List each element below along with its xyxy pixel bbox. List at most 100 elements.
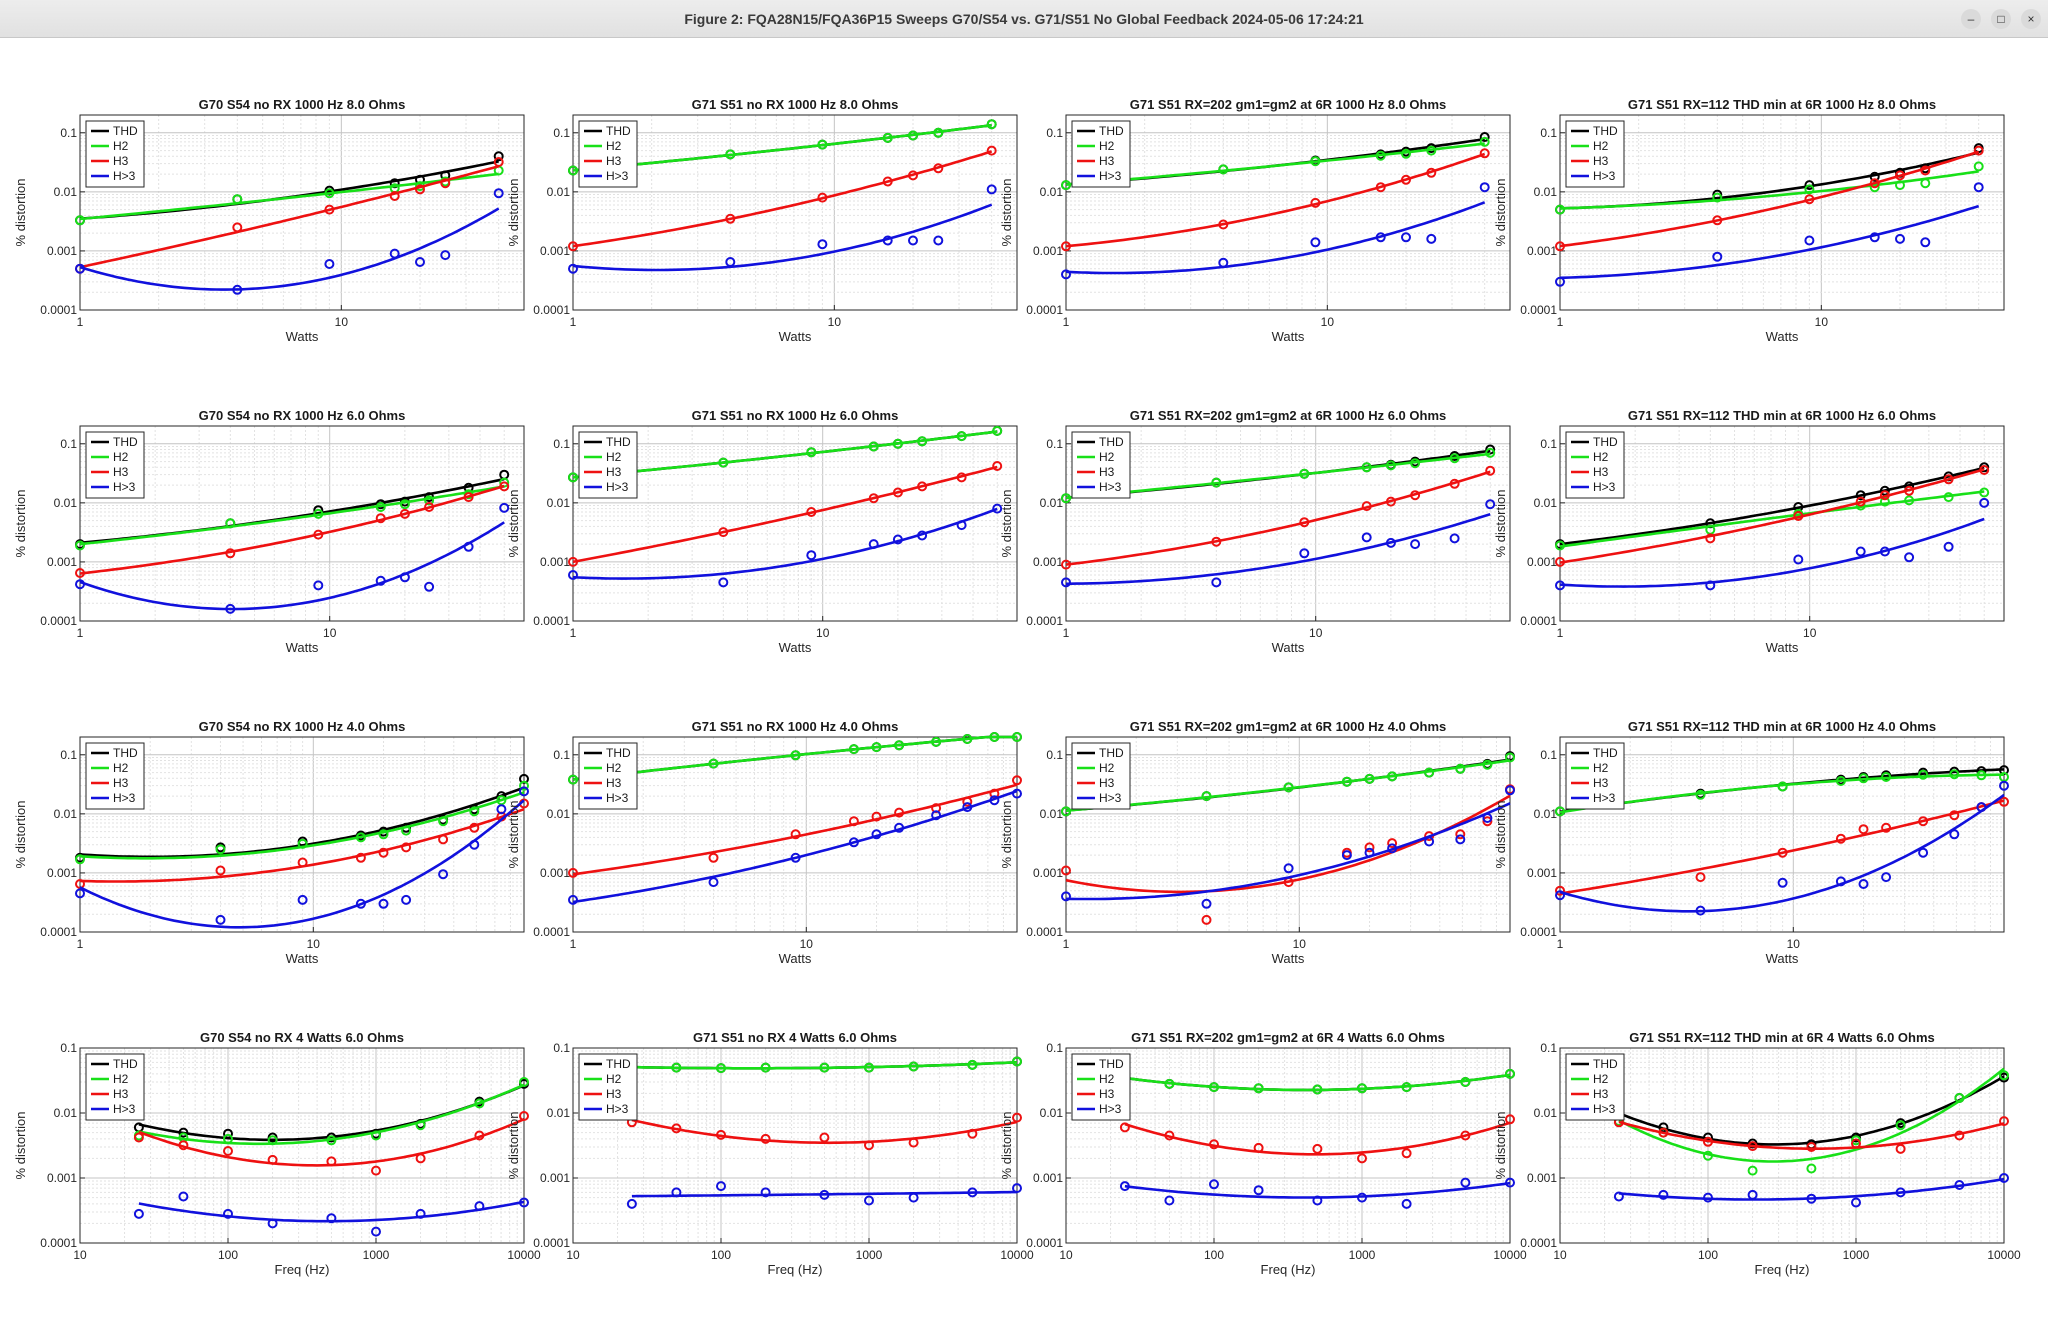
data-point-hgt3 (499, 502, 510, 513)
minimize-icon[interactable]: – (1961, 9, 1981, 29)
data-point-h3 (806, 507, 817, 517)
data-point-hgt3 (1375, 232, 1386, 243)
data-point-hgt3 (806, 550, 817, 561)
data-point-h3 (871, 811, 882, 822)
legend-label-thd: THD (113, 435, 138, 449)
data-point-hgt3 (908, 235, 918, 246)
x-tick-label: 10 (566, 1248, 580, 1262)
plot-title: G71 S51 RX=202 gm1=gm2 at 6R 4 Watts 6.0… (1131, 1030, 1445, 1045)
fit-line-hgt3 (1559, 793, 2005, 913)
legend-label-hgt3: H>3 (113, 480, 136, 494)
legend-label-hgt3: H>3 (1593, 480, 1616, 494)
x-tick-label: 100 (1698, 1248, 1718, 1262)
maximize-icon[interactable]: □ (1991, 9, 2011, 29)
y-tick-label: 0.01 (1040, 1106, 1064, 1120)
data-point-hgt3 (1283, 863, 1294, 874)
data-point-hgt3 (1449, 533, 1460, 544)
data-point-h2 (1703, 1150, 1713, 1161)
data-point-h2 (1401, 1082, 1412, 1093)
y-tick-label: 0.1 (1046, 748, 1063, 762)
data-point-hgt3 (1555, 890, 1565, 901)
x-tick-label: 1 (1557, 626, 1564, 640)
window-title: Figure 2: FQA28N15/FQA36P15 Sweeps G70/S… (684, 11, 1364, 27)
data-point-h2 (1555, 204, 1565, 215)
data-point-h3 (671, 1123, 682, 1134)
data-point-h2 (1895, 180, 1905, 191)
data-point-h3 (1869, 178, 1880, 189)
data-point-h2 (1061, 493, 1071, 504)
plot-area (1066, 1048, 1510, 1243)
data-point-h2 (1209, 1082, 1219, 1093)
data-point-hgt3 (882, 235, 893, 246)
legend-label-thd: THD (1593, 1057, 1618, 1071)
y-tick-label: 0.001 (47, 555, 77, 569)
y-axis-label: % distortion (1493, 179, 1508, 247)
data-point-h3 (1895, 1143, 1906, 1154)
x-tick-label: 10 (307, 937, 321, 951)
series-h3 (1061, 148, 1490, 252)
data-point-h2 (568, 472, 578, 483)
legend-label-h2: H2 (1593, 450, 1609, 464)
data-point-h3 (1973, 145, 1984, 156)
data-point-h2 (1424, 767, 1435, 778)
plot-8: 0.0001 0.001 0.01 0.1 1 10 G71 S51 RX=112 THD … (1493, 408, 2005, 655)
legend-label-hgt3: H>3 (1099, 480, 1122, 494)
data-point-h3 (1426, 167, 1437, 178)
data-point-hgt3 (496, 804, 507, 815)
data-point-h3 (848, 816, 859, 827)
data-point-h3 (1364, 842, 1375, 853)
plot-area (573, 115, 1017, 310)
data-point-hgt3 (1426, 233, 1437, 244)
data-point-h2 (474, 1098, 485, 1109)
data-point-h2 (1012, 1056, 1022, 1067)
data-point-h2 (1695, 789, 1706, 800)
data-point-hgt3 (908, 1192, 919, 1203)
plot-10: 0.0001 0.001 0.01 0.1 1 10 G71 S51 no RX 1000 … (506, 719, 1022, 966)
data-point-hgt3 (223, 1208, 233, 1219)
data-point-h3 (519, 1111, 529, 1121)
x-tick-label: 10 (1321, 315, 1335, 329)
y-tick-label: 0.01 (1040, 496, 1064, 510)
data-point-h2 (75, 215, 85, 226)
data-point-hgt3 (1973, 182, 1984, 193)
data-point-hgt3 (962, 802, 973, 813)
plot-area (1560, 115, 2004, 310)
data-point-h3 (1012, 775, 1022, 786)
fit-line-hgt3 (1065, 512, 1491, 586)
close-icon[interactable]: × (2021, 9, 2041, 29)
data-point-h2 (75, 854, 85, 865)
data-point-hgt3 (1209, 1179, 1219, 1190)
series-h2 (568, 425, 1003, 483)
y-tick-label: 0.1 (1540, 126, 1557, 140)
data-point-hgt3 (1851, 1197, 1861, 1208)
data-point-h3 (568, 556, 578, 567)
data-point-h3 (355, 852, 366, 863)
data-point-hgt3 (178, 1191, 189, 1202)
data-point-h2 (75, 540, 85, 551)
data-point-thd (1855, 490, 1866, 501)
data-point-h2 (1973, 161, 1984, 172)
data-point-h2 (908, 130, 918, 141)
data-point-h2 (790, 750, 801, 761)
series-hgt3 (1613, 1173, 2009, 1208)
data-point-h2 (868, 441, 879, 452)
fit-line-hgt3 (572, 789, 1018, 904)
data-point-h3 (1299, 517, 1310, 528)
data-point-h2 (871, 742, 882, 753)
data-point-h3 (1375, 182, 1386, 193)
plot-title: G70 S54 no RX 4 Watts 6.0 Ohms (200, 1030, 404, 1045)
fit-line-hgt3 (79, 521, 505, 611)
data-point-h2 (1357, 1083, 1367, 1094)
data-point-h3 (716, 1129, 726, 1140)
plot-title: G71 S51 RX=112 THD min at 6R 1000 Hz 4.0… (1628, 719, 1936, 734)
data-point-h2 (438, 816, 449, 827)
plot-frame (1559, 1047, 2005, 1244)
y-tick-label: 0.0001 (40, 614, 77, 628)
x-tick-label: 1 (1557, 937, 1564, 951)
data-point-hgt3 (493, 188, 504, 199)
y-tick-label: 0.0001 (1520, 303, 1557, 317)
data-point-h3 (1211, 536, 1222, 547)
